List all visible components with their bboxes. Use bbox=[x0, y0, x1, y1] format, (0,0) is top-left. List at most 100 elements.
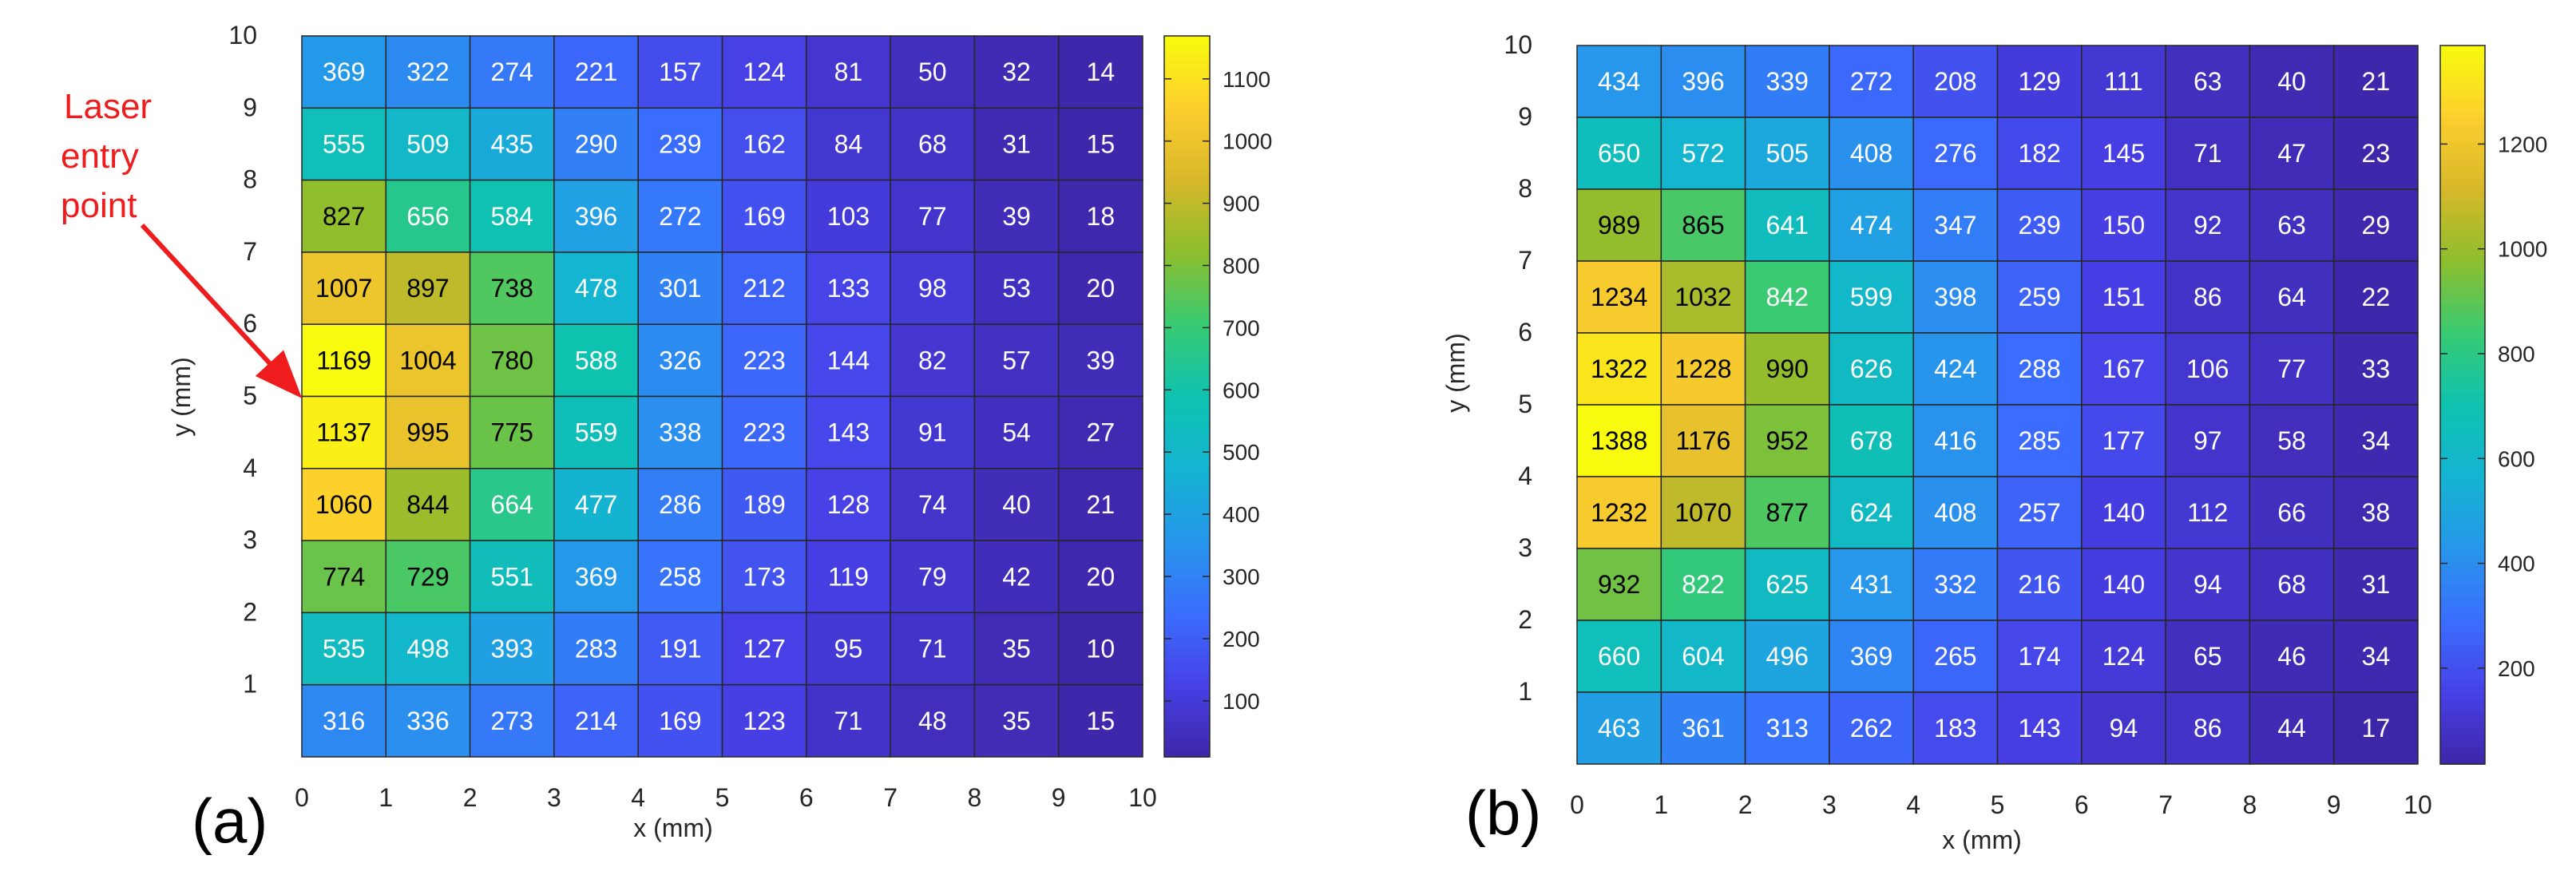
cell-value-label: 326 bbox=[659, 346, 701, 374]
y-tick-label: 1 bbox=[1518, 677, 1532, 706]
cell-value-label: 1169 bbox=[316, 346, 371, 374]
heatmap-cell bbox=[2081, 260, 2166, 334]
colorbar-segment bbox=[2440, 267, 2485, 274]
colorbar-segment bbox=[2440, 393, 2485, 400]
heatmap-cell bbox=[973, 468, 1060, 541]
cell-value-label: 1004 bbox=[399, 346, 456, 374]
colorbar-segment bbox=[1164, 137, 1210, 145]
cell-value-label: 86 bbox=[2194, 714, 2222, 742]
cell-value-label: 77 bbox=[918, 202, 947, 231]
cell-value-label: 239 bbox=[659, 129, 701, 158]
colorbar-segment bbox=[1164, 529, 1210, 536]
colorbar-segment bbox=[1164, 504, 1210, 512]
x-tick-label: 1 bbox=[378, 783, 393, 812]
heatmap-cell bbox=[553, 35, 639, 109]
colorbar-segment bbox=[1164, 667, 1210, 674]
colorbar-segment bbox=[2440, 518, 2485, 525]
cell-value-label: 604 bbox=[1682, 642, 1724, 671]
cell-value-label: 396 bbox=[1682, 67, 1724, 96]
cell-value-label: 39 bbox=[1002, 202, 1031, 231]
heatmap-cell bbox=[2249, 691, 2335, 765]
colorbar-segment bbox=[2440, 243, 2485, 250]
colorbar-tick-label: 1100 bbox=[1223, 67, 1270, 92]
cell-value-label: 775 bbox=[491, 418, 533, 447]
cell-value-label: 40 bbox=[1002, 490, 1031, 519]
cell-value-label: 66 bbox=[2277, 498, 2306, 527]
colorbar-segment bbox=[2440, 758, 2485, 765]
heatmap-cell bbox=[2165, 548, 2251, 621]
heatmap-cell bbox=[469, 323, 555, 398]
heatmap-cell bbox=[1660, 332, 1746, 406]
colorbar-segment bbox=[1164, 408, 1210, 415]
y-axis-label: y (mm) bbox=[1441, 333, 1470, 413]
colorbar-segment bbox=[1164, 510, 1210, 517]
x-tick-label: 9 bbox=[1052, 783, 1066, 812]
colorbar-tick-label: 200 bbox=[1223, 627, 1260, 651]
heatmap-cell bbox=[1996, 548, 2083, 621]
colorbar-segment bbox=[1164, 691, 1210, 698]
heatmap-cell bbox=[1912, 691, 1999, 765]
heatmap-cell bbox=[2332, 476, 2419, 549]
heatmap-cell bbox=[806, 540, 891, 614]
heatmap-cell bbox=[301, 612, 387, 686]
colorbar-segment bbox=[2440, 656, 2485, 663]
heatmap-cell bbox=[2165, 404, 2251, 477]
colorbar-segment bbox=[1164, 312, 1210, 319]
heatmap-cell bbox=[469, 683, 555, 758]
x-axis-label: x (mm) bbox=[633, 814, 713, 842]
heatmap-cell bbox=[1829, 332, 1914, 406]
colorbar-segment bbox=[2440, 279, 2485, 286]
colorbar-segment bbox=[2440, 614, 2485, 621]
colorbar-segment bbox=[2440, 752, 2485, 759]
cell-value-label: 129 bbox=[2018, 67, 2060, 96]
heatmap-cell bbox=[2332, 548, 2419, 621]
heatmap-cell bbox=[1829, 548, 1914, 621]
colorbar-segment bbox=[1164, 101, 1210, 109]
colorbar-segment bbox=[1164, 222, 1210, 229]
panel-label: (a) bbox=[192, 786, 268, 856]
heatmap-cell bbox=[385, 683, 471, 758]
colorbar-segment bbox=[2440, 369, 2485, 376]
colorbar-segment bbox=[2440, 537, 2485, 544]
cell-value-label: 140 bbox=[2102, 570, 2145, 599]
cell-value-label: 124 bbox=[2102, 642, 2145, 671]
cell-value-label: 995 bbox=[406, 418, 449, 447]
colorbar-segment bbox=[2440, 560, 2485, 568]
cell-value-label: 990 bbox=[1766, 354, 1809, 383]
heatmap-cell bbox=[721, 540, 807, 614]
colorbar-segment bbox=[2440, 75, 2485, 82]
cell-value-label: 416 bbox=[1934, 426, 1976, 455]
heatmap-cell bbox=[973, 251, 1060, 325]
heatmap-cell bbox=[1660, 691, 1746, 765]
colorbar-segment bbox=[1164, 534, 1210, 541]
y-tick-label: 6 bbox=[1518, 318, 1532, 346]
colorbar-segment bbox=[2440, 213, 2485, 220]
cell-value-label: 20 bbox=[1087, 562, 1116, 591]
annotation-line-2: entry bbox=[61, 137, 139, 176]
cell-value-label: 14 bbox=[1087, 57, 1116, 86]
y-tick-label: 3 bbox=[243, 525, 257, 554]
heatmap-cell bbox=[1744, 404, 1830, 477]
cell-value-label: 42 bbox=[1002, 562, 1031, 591]
heatmap-cell bbox=[1829, 188, 1914, 262]
heatmap-cell bbox=[721, 35, 807, 109]
colorbar-segment bbox=[2440, 626, 2485, 633]
colorbar-segment bbox=[2440, 746, 2485, 753]
colorbar-segment bbox=[2440, 153, 2485, 160]
colorbar-segment bbox=[1164, 53, 1210, 61]
heatmap-cell bbox=[1057, 612, 1143, 686]
colorbar-segment bbox=[1164, 72, 1210, 79]
colorbar-segment bbox=[1164, 643, 1210, 650]
heatmap-cell bbox=[973, 612, 1060, 686]
cell-value-label: 143 bbox=[2018, 714, 2060, 742]
heatmap-cell bbox=[890, 179, 976, 253]
heatmap-cell bbox=[385, 540, 471, 614]
cell-value-label: 182 bbox=[2018, 139, 2060, 168]
cell-value-label: 71 bbox=[2194, 139, 2222, 168]
heatmap-cell bbox=[469, 540, 555, 614]
cell-value-label: 1322 bbox=[1591, 354, 1647, 383]
heatmap-cell bbox=[806, 468, 891, 541]
heatmap-cell bbox=[1996, 476, 2083, 549]
